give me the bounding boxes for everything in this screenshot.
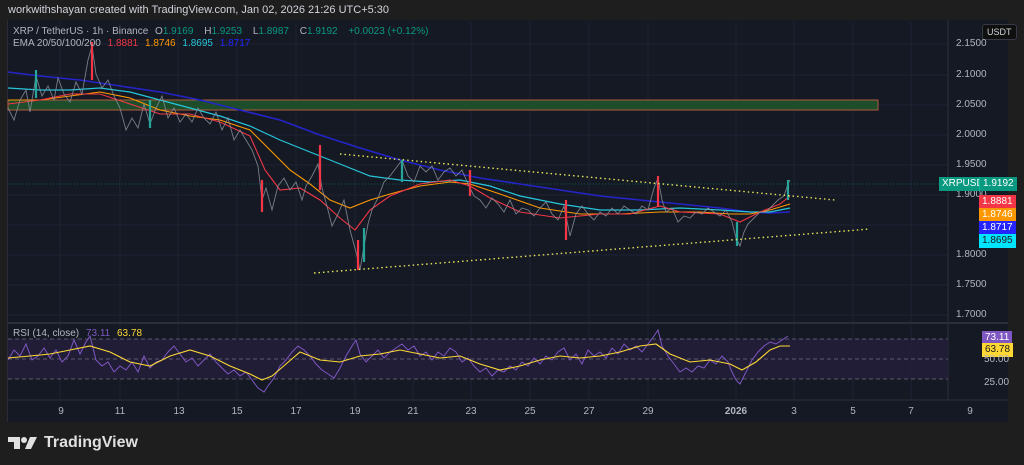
time-tick: 27 — [583, 406, 595, 417]
resistance-zone — [7, 99, 879, 111]
time-tick: 21 — [407, 406, 419, 417]
time-tick: 9 — [58, 406, 64, 417]
price-tick: 1.8000 — [956, 249, 987, 260]
price-tick: 2.0500 — [956, 99, 987, 110]
last-price-tag: 1.9192 — [979, 177, 1017, 191]
rsi-value: 73.11 — [85, 328, 111, 339]
ema20-tag: 1.8881 — [979, 195, 1016, 209]
low-value: 1.8987 — [258, 26, 289, 37]
rsi-tick: 25.00 — [984, 377, 1010, 388]
ema200-value: 1.8717 — [219, 38, 251, 49]
ema-legend[interactable]: EMA 20/50/100/200 1.8881 1.8746 1.8695 1… — [13, 38, 254, 49]
tradingview-logo[interactable]: TradingView — [8, 434, 138, 452]
change-value: +0.0023 (+0.12%) — [348, 26, 429, 37]
brand-name: TradingView — [44, 434, 138, 451]
ema50-tag: 1.8746 — [979, 208, 1016, 222]
time-tick: 5 — [850, 406, 856, 417]
time-tick: 29 — [642, 406, 654, 417]
time-tick: 23 — [465, 406, 477, 417]
ema50-value: 1.8746 — [145, 38, 176, 49]
ema20-value: 1.8881 — [107, 38, 139, 49]
symbol-title: XRP / TetherUS · 1h · Binance — [13, 26, 149, 37]
tradingview-logo-icon — [8, 437, 37, 449]
time-tick: 9 — [967, 406, 973, 417]
rsi-ma-value: 63.78 — [117, 328, 143, 339]
symbol-legend[interactable]: XRP / TetherUS · 1h · Binance O1.9169 H1… — [13, 26, 429, 37]
price-tick: 2.0000 — [956, 129, 987, 140]
ema-title: EMA 20/50/100/200 — [13, 38, 101, 49]
window-edge — [1008, 20, 1024, 422]
rsi-value-tag: 73.11 — [982, 331, 1013, 345]
rsi-title: RSI (14, close) — [13, 328, 80, 339]
price-tick: 2.1000 — [956, 69, 987, 80]
time-tick: 25 — [524, 406, 536, 417]
high-value: 1.9253 — [211, 26, 243, 37]
ema100-value: 1.8695 — [182, 38, 213, 49]
price-tick: 1.9000 — [956, 189, 987, 200]
time-tick: 3 — [791, 406, 797, 417]
rsi-ma-tag: 63.78 — [982, 343, 1014, 357]
time-tick: 11 — [114, 406, 126, 417]
chart-caption: workwithshayan created with TradingView.… — [8, 4, 390, 16]
price-tick: 1.7000 — [956, 309, 987, 320]
ascending-trendline — [313, 228, 871, 274]
open-value: 1.9169 — [162, 26, 194, 37]
price-tick: 2.1500 — [956, 38, 987, 49]
ema200-tag: 1.8717 — [979, 221, 1016, 235]
price-tick: 1.9500 — [956, 159, 987, 170]
time-tick: 15 — [231, 406, 243, 417]
time-tick: 19 — [349, 406, 361, 417]
ema100-tag: 1.8695 — [979, 234, 1016, 248]
time-tick-year: 2026 — [724, 406, 748, 417]
time-tick: 17 — [290, 406, 302, 417]
footer — [0, 425, 1024, 465]
time-tick: 7 — [908, 406, 914, 417]
close-value: 1.9192 — [306, 26, 338, 37]
time-tick: 13 — [173, 406, 185, 417]
price-tick: 1.7500 — [956, 279, 987, 290]
rsi-legend[interactable]: RSI (14, close) 73.11 63.78 — [13, 328, 146, 339]
rsi-tick: 50.00 — [984, 354, 1010, 365]
descending-trendline — [339, 153, 836, 201]
currency-button[interactable]: USDT — [982, 24, 1017, 40]
